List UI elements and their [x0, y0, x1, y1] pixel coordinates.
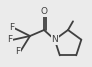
- Text: N: N: [51, 35, 58, 44]
- Text: O: O: [40, 7, 47, 16]
- Text: F: F: [9, 24, 14, 32]
- Text: F: F: [7, 36, 12, 44]
- Text: F: F: [15, 48, 20, 56]
